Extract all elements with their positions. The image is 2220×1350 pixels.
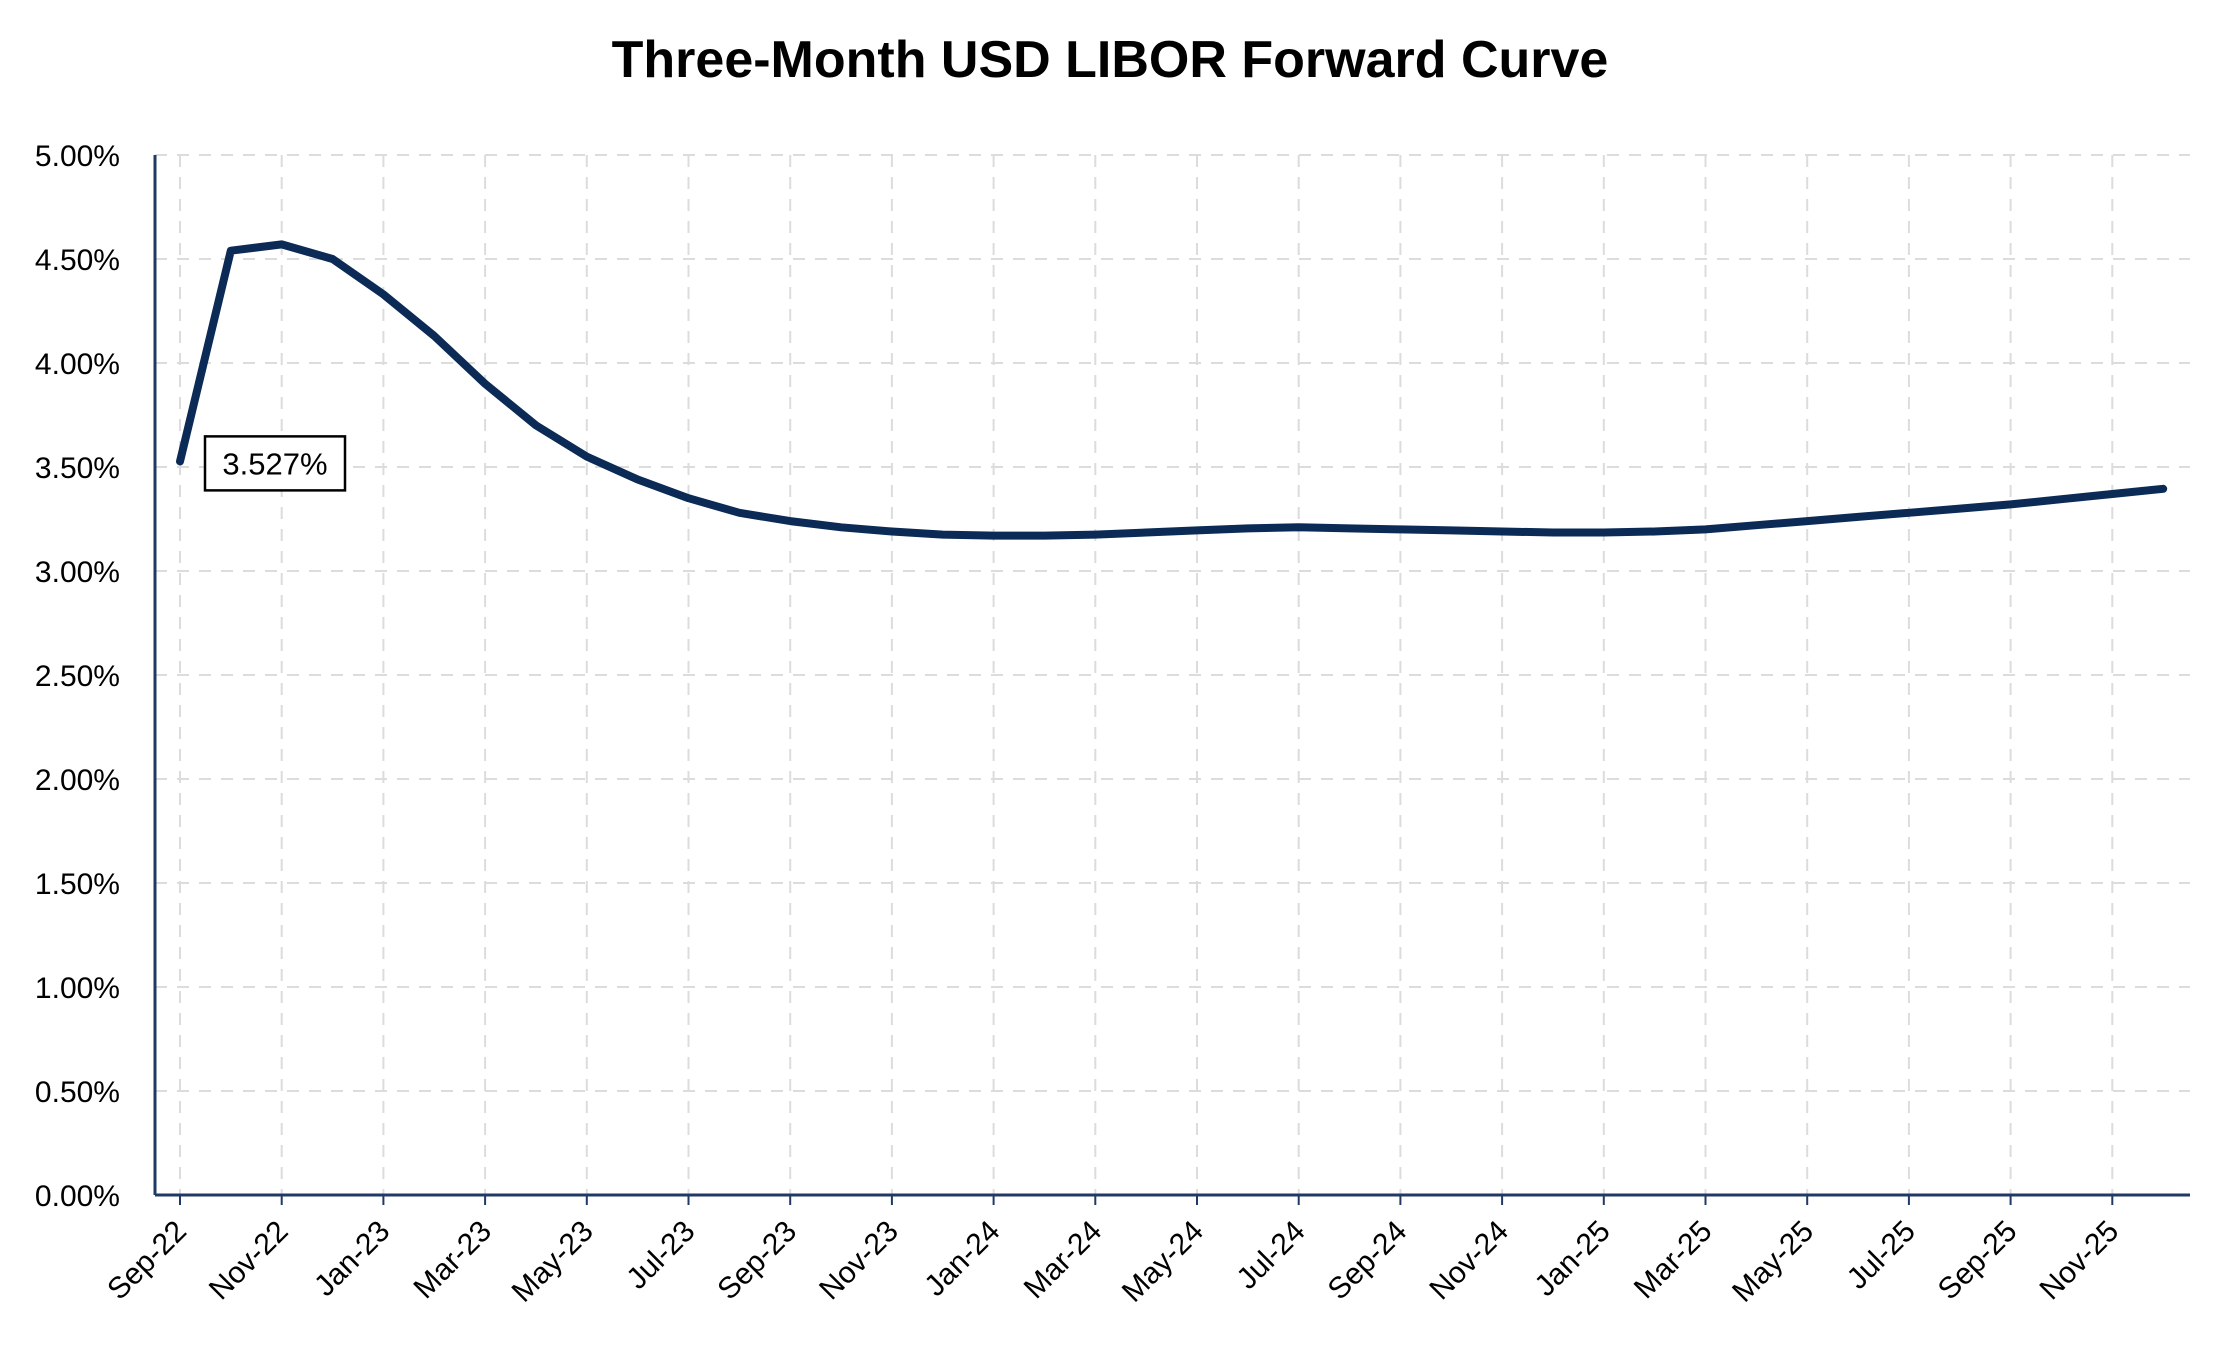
data-point: [1856, 515, 1860, 519]
annotations: 3.527%: [203, 435, 347, 492]
data-point: [178, 459, 182, 463]
y-tick-label: 4.00%: [35, 348, 120, 381]
x-tick-label: Jan-23: [308, 1215, 396, 1303]
data-point: [280, 242, 284, 246]
data-point: [1602, 531, 1606, 535]
series-layer: [176, 240, 2168, 540]
x-tick-label: Sep-23: [711, 1215, 803, 1307]
data-point: [331, 257, 335, 261]
x-tick-label: Jan-24: [918, 1215, 1006, 1303]
x-tick-label: Mar-24: [1018, 1215, 1109, 1306]
data-point: [2161, 487, 2165, 491]
data-point: [585, 455, 589, 459]
data-point: [1704, 527, 1708, 531]
x-tick-label: Nov-23: [813, 1215, 905, 1307]
data-point: [1348, 526, 1352, 530]
data-point: [1297, 525, 1301, 529]
data-point: [1398, 527, 1402, 531]
data-point: [534, 423, 538, 427]
y-tick-label: 0.00%: [35, 1180, 120, 1213]
data-point: [890, 529, 894, 533]
x-tick-label: May-23: [506, 1215, 600, 1309]
y-tick-label: 2.50%: [35, 660, 120, 693]
chart-title: Three-Month USD LIBOR Forward Curve: [611, 31, 1609, 89]
data-point: [1246, 526, 1250, 530]
y-tick-label: 4.50%: [35, 244, 120, 277]
data-point: [483, 382, 487, 386]
data-point: [1551, 531, 1555, 535]
data-point: [1907, 511, 1911, 515]
x-tick-label: Jul-24: [1231, 1215, 1312, 1296]
x-tick-label: May-25: [1726, 1215, 1820, 1309]
data-point: [839, 525, 843, 529]
x-axis-tick-labels: Sep-22 Nov-22 Jan-23 Mar-23 May-23 Jul-23 Sep-…: [101, 1215, 2125, 1309]
data-point: [1754, 523, 1758, 527]
x-tick-label: Nov-22: [203, 1215, 295, 1307]
axes: [153, 155, 2190, 1205]
y-tick-label: 5.00%: [35, 140, 120, 173]
data-point: [788, 519, 792, 523]
data-point: [432, 334, 436, 338]
data-point: [1144, 531, 1148, 535]
data-point: [636, 477, 640, 481]
data-point: [1195, 528, 1199, 532]
data-point: [992, 534, 996, 538]
x-tick-label: Sep-25: [1932, 1215, 2024, 1307]
data-point: [737, 511, 741, 515]
data-point: [1958, 507, 1962, 511]
y-tick-label: 0.50%: [35, 1076, 120, 1109]
data-point: [687, 496, 691, 500]
gridlines: [155, 154, 2190, 1195]
x-tick-label: May-24: [1116, 1215, 1210, 1309]
data-point: [1449, 528, 1453, 532]
x-tick-label: Jul-25: [1841, 1215, 1922, 1296]
data-label-text: 3.527%: [222, 446, 327, 481]
x-tick-label: Sep-22: [101, 1215, 193, 1307]
data-point: [229, 249, 233, 253]
y-axis-tick-labels: 0.00% 0.50% 1.00% 1.50% 2.00% 2.50% 3.00% 3.50%…: [35, 140, 120, 1213]
y-tick-label: 1.00%: [35, 972, 120, 1005]
x-tick-label: Nov-24: [1423, 1215, 1515, 1307]
data-point: [941, 533, 945, 537]
data-point: [1653, 529, 1657, 533]
y-tick-label: 3.50%: [35, 452, 120, 485]
y-tick-label: 1.50%: [35, 868, 120, 901]
data-point: [2059, 497, 2063, 501]
x-tick-label: Mar-23: [408, 1215, 499, 1306]
data-label: 3.527%: [203, 435, 347, 492]
data-point: [2110, 492, 2114, 496]
y-tick-label: 3.00%: [35, 556, 120, 589]
x-tick-label: Sep-24: [1322, 1215, 1414, 1307]
data-point: [1500, 529, 1504, 533]
y-tick-label: 2.00%: [35, 764, 120, 797]
x-tick-label: Nov-25: [2034, 1215, 2126, 1307]
series-line: [176, 240, 2168, 540]
data-point: [1042, 534, 1046, 538]
data-point: [1093, 533, 1097, 537]
data-point: [1805, 519, 1809, 523]
x-tick-label: Mar-25: [1628, 1215, 1719, 1306]
x-tick-label: Jul-23: [620, 1215, 701, 1296]
x-tick-label: Jan-25: [1529, 1215, 1617, 1303]
data-point: [2009, 502, 2013, 506]
data-label-box: [203, 435, 347, 492]
data-point: [381, 292, 385, 296]
